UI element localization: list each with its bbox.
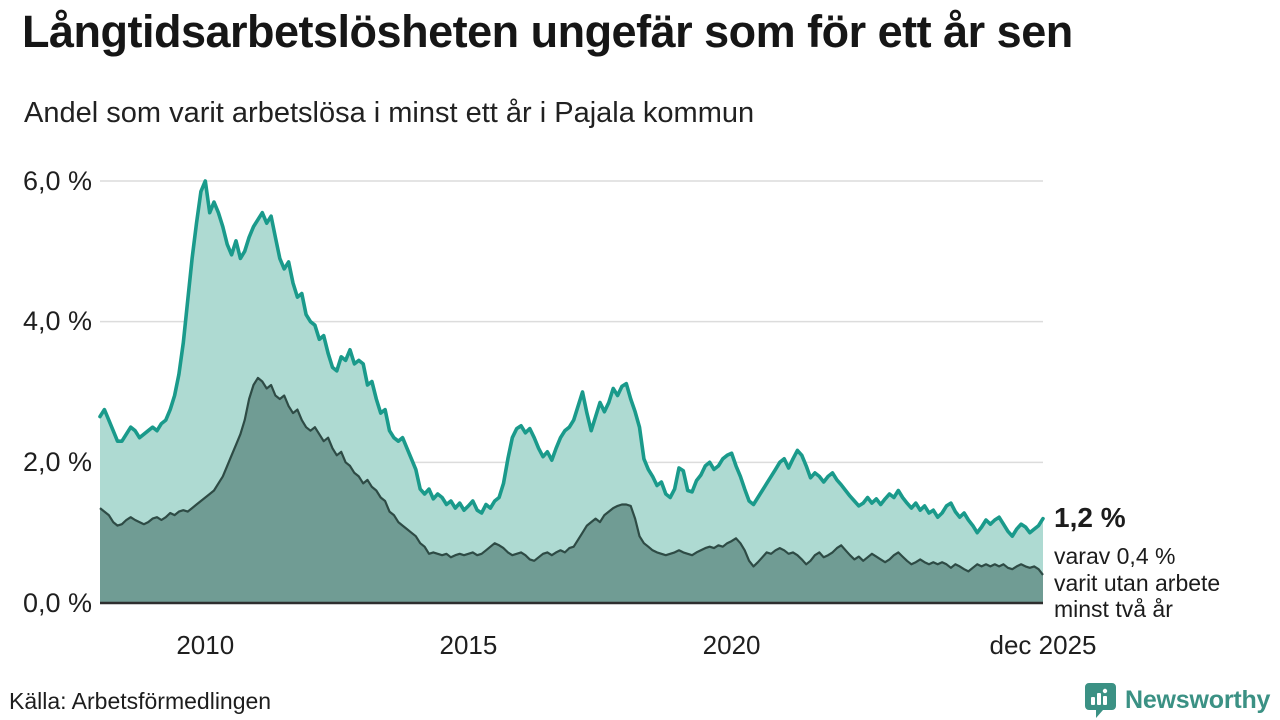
y-tick-label: 6,0 % [22, 165, 92, 196]
y-tick-label: 4,0 % [22, 306, 92, 337]
y-tick-label: 0,0 % [22, 587, 92, 618]
page-title: Långtidsarbetslösheten ungefär som för e… [22, 6, 1073, 57]
chart-subtitle: Andel som varit arbetslösa i minst ett å… [24, 97, 755, 129]
brand-name: Newsworthy [1125, 686, 1271, 714]
line-total-one-year [98, 179, 1045, 538]
latest-value-label: 1,2 % [1054, 502, 1126, 533]
x-tick-label: 2015 [439, 630, 498, 660]
source-caption: Källa: Arbetsförmedlingen [9, 688, 272, 714]
area-two-year [100, 377, 1043, 603]
newsworthy-logo: Newsworthy [1084, 682, 1270, 719]
x-tick-label: dec 2025 [989, 630, 1097, 660]
x-tick-label: 2010 [176, 630, 235, 660]
line-two-year [99, 376, 1044, 576]
latest-value-annotation: 1,2 % varav 0,4 % varit utan arbete mins… [1054, 502, 1276, 623]
y-tick-label: 2,0 % [22, 446, 92, 477]
annotation-line-2: varit utan arbete [1054, 569, 1221, 596]
bar-chart-speech-bubble-icon [1085, 683, 1116, 718]
annotation-line-1: varav 0,4 % [1054, 543, 1176, 569]
annotation-line-3: minst två år [1054, 596, 1173, 622]
x-tick-label: 2020 [702, 630, 761, 660]
